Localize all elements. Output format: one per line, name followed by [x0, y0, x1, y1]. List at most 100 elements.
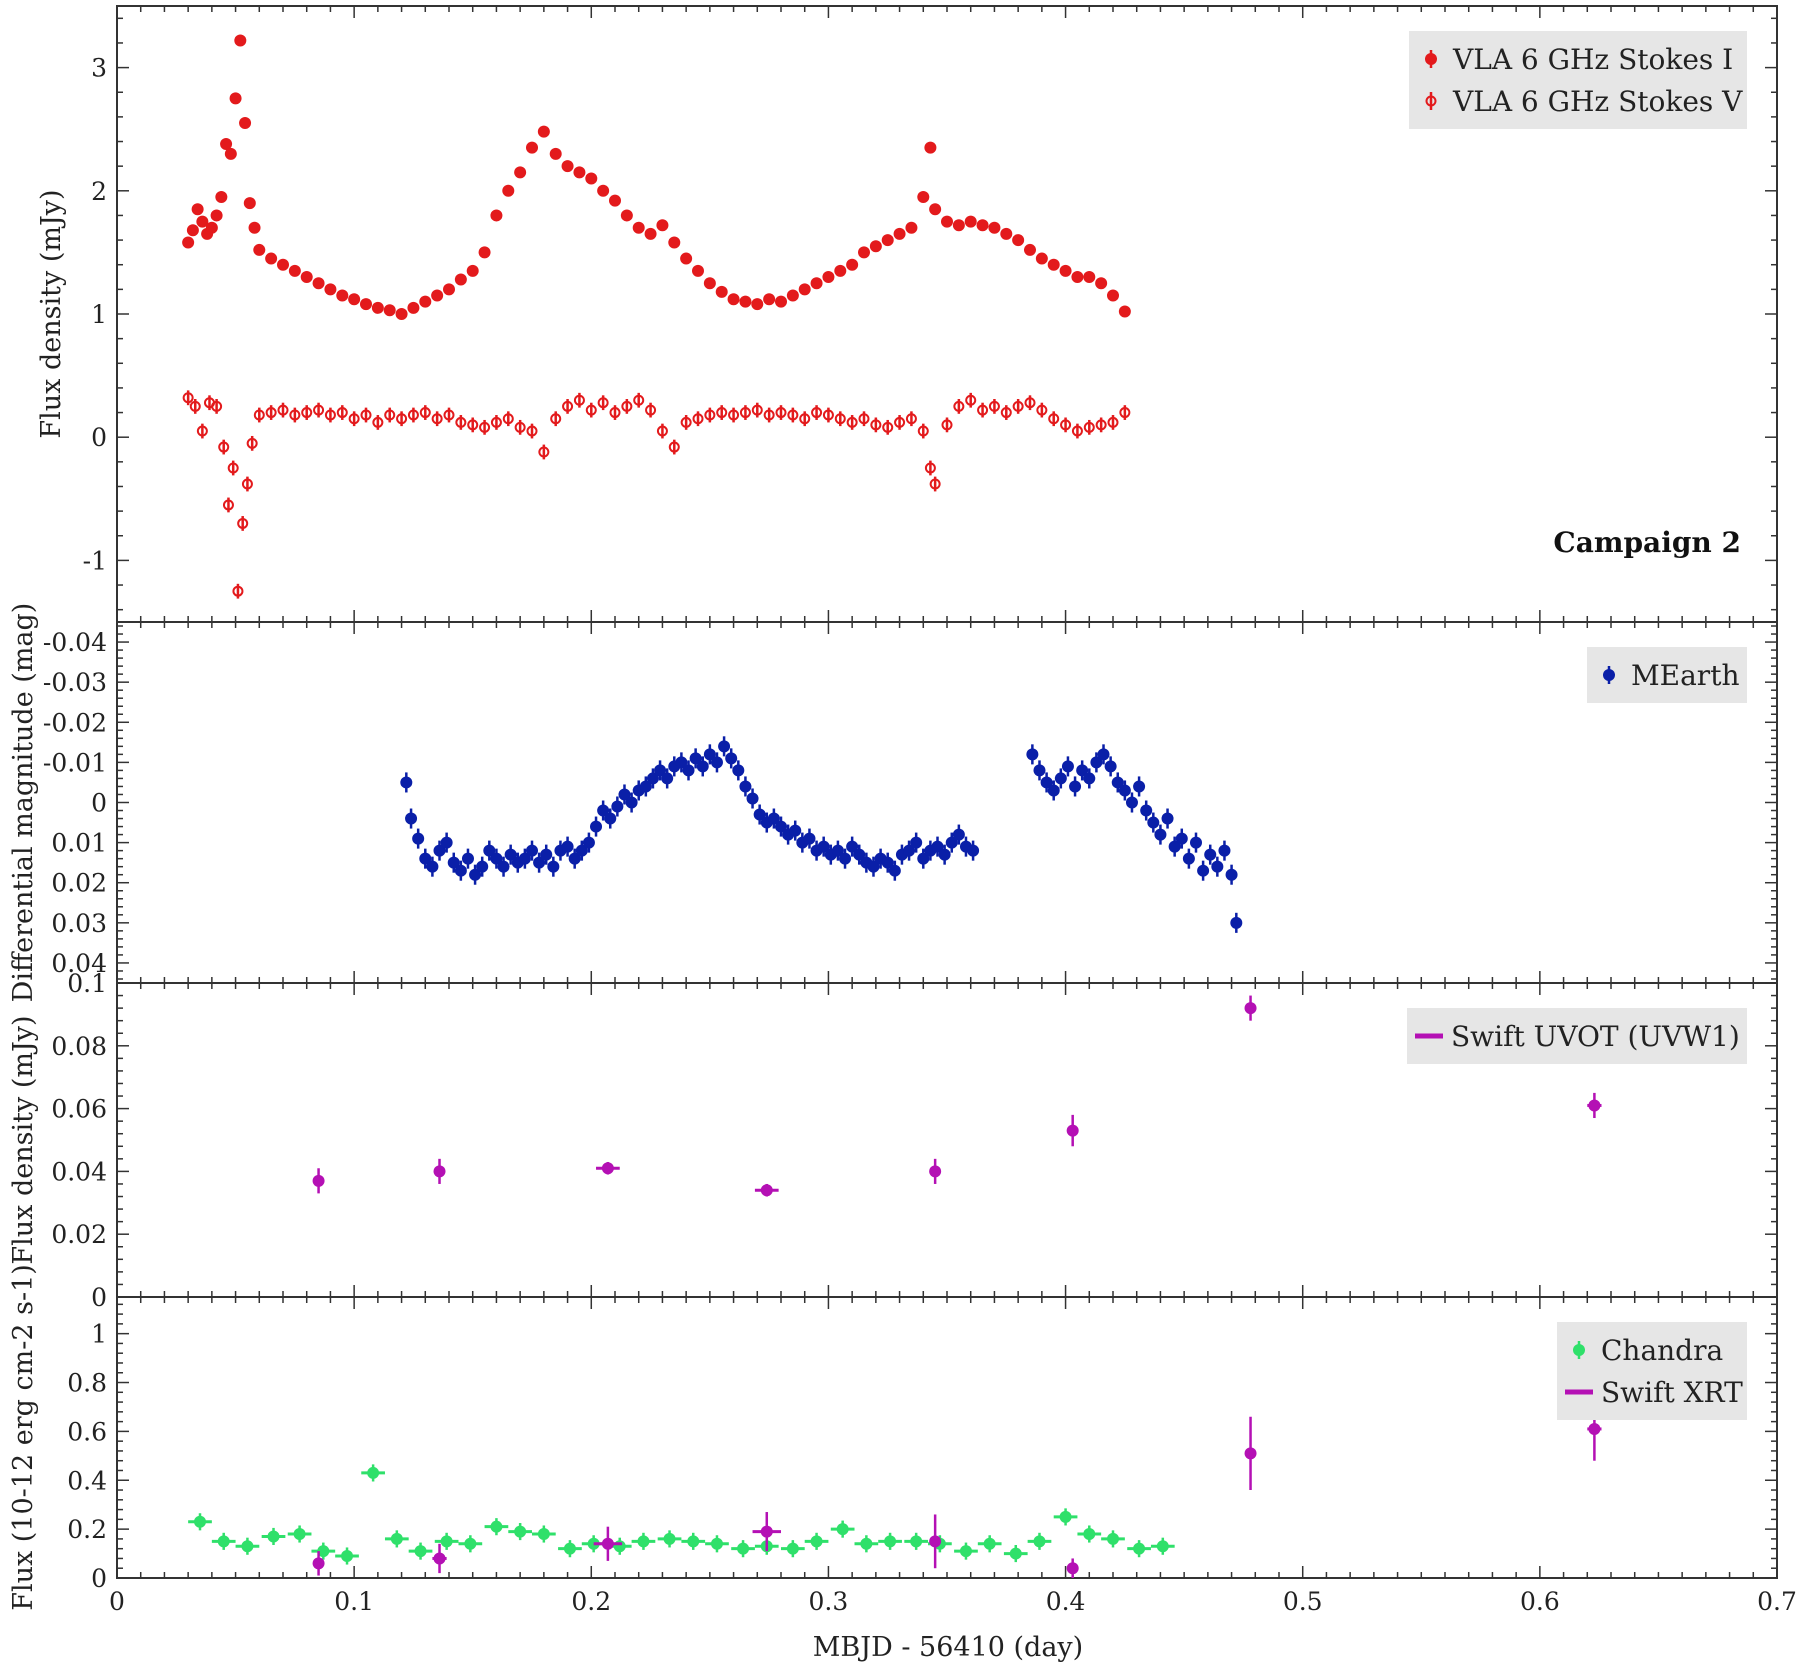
y-tick-label: -0.02 — [43, 708, 107, 737]
series-mearth — [400, 736, 1243, 933]
y-tick-label: 0.01 — [51, 829, 107, 858]
data-point — [469, 868, 482, 881]
data-point — [443, 409, 455, 421]
legend-marker — [1425, 95, 1437, 107]
y-tick-label: 0 — [91, 423, 107, 452]
data-point — [1090, 756, 1103, 769]
data-point — [1095, 277, 1108, 290]
data-point — [601, 1162, 614, 1175]
y-tick-label: -1 — [83, 546, 107, 575]
data-point — [336, 407, 348, 419]
legend: MEarth — [1587, 647, 1747, 703]
data-point — [869, 240, 882, 253]
data-point — [426, 860, 439, 873]
data-point — [582, 836, 595, 849]
data-point — [537, 125, 550, 138]
data-point — [1083, 772, 1096, 785]
y-tick-label: 1 — [91, 300, 107, 329]
x-tick-label: 0.1 — [334, 1587, 374, 1616]
data-point — [405, 812, 418, 825]
data-point — [929, 1165, 942, 1178]
data-point — [367, 1466, 380, 1479]
data-point — [222, 499, 234, 511]
data-point — [613, 1540, 626, 1553]
data-point — [1211, 860, 1224, 873]
data-point — [300, 271, 313, 284]
data-point — [1083, 1528, 1096, 1541]
data-point — [1588, 1099, 1601, 1112]
data-point — [1047, 258, 1060, 271]
data-point — [400, 776, 413, 789]
data-point — [917, 425, 929, 437]
data-point — [822, 271, 835, 284]
y-tick-label: -0.04 — [43, 628, 107, 657]
data-point — [910, 1535, 923, 1548]
data-point — [443, 283, 455, 296]
data-point — [1033, 1535, 1046, 1548]
data-point — [924, 462, 936, 474]
data-point — [277, 258, 289, 271]
data-point — [502, 184, 515, 197]
data-point — [964, 215, 977, 228]
data-point — [348, 293, 361, 306]
data-point — [229, 92, 242, 105]
data-point — [1033, 764, 1046, 777]
data-point — [645, 404, 657, 416]
series-swift-uvot-uvw1- — [312, 995, 1602, 1197]
data-point — [604, 812, 617, 825]
data-point — [903, 844, 916, 857]
data-point — [1156, 1540, 1169, 1553]
data-point — [461, 852, 474, 865]
legend-box — [1409, 31, 1747, 129]
data-point — [186, 224, 199, 237]
data-point — [550, 413, 562, 425]
data-point — [656, 425, 668, 437]
y-axis-title: Differential magnitude (mag) — [8, 603, 39, 1003]
data-point — [1182, 852, 1195, 865]
data-point — [414, 1545, 427, 1558]
data-point — [710, 1537, 723, 1550]
series-chandra — [188, 1464, 1175, 1565]
y-axis-title: Flux density (mJy) — [8, 1015, 39, 1264]
data-point — [910, 836, 923, 849]
data-point — [1083, 421, 1095, 433]
data-point — [533, 856, 546, 869]
data-point — [644, 227, 657, 240]
data-point — [739, 780, 752, 793]
series-vla-6-ghz-stokes-v — [182, 390, 1131, 599]
data-point — [217, 1535, 230, 1548]
data-point — [526, 141, 538, 154]
legend: Chandra Swift XRT — [1557, 1322, 1747, 1420]
legend-label: VLA 6 GHz Stokes I — [1452, 43, 1733, 76]
data-point — [882, 421, 894, 433]
data-point — [1107, 1532, 1119, 1545]
data-point — [654, 764, 667, 777]
data-point — [763, 409, 775, 421]
data-point — [1071, 425, 1083, 437]
data-point — [454, 864, 467, 877]
data-point — [967, 844, 980, 857]
data-point — [1047, 784, 1060, 797]
data-point — [440, 1535, 453, 1548]
data-point — [938, 848, 951, 861]
data-point — [312, 277, 325, 290]
data-point — [810, 1535, 823, 1548]
y-tick-label: 0.06 — [51, 1095, 107, 1124]
data-point — [1107, 416, 1119, 428]
data-point — [1204, 848, 1217, 861]
data-point — [1118, 784, 1131, 797]
data-point — [618, 788, 631, 801]
data-point — [1012, 234, 1025, 247]
x-axis-title: MBJD - 56410 (day) — [813, 1632, 1083, 1663]
data-point — [561, 160, 574, 173]
data-point — [336, 289, 349, 302]
y-tick-label: 0.2 — [67, 1515, 107, 1544]
data-point — [1107, 289, 1119, 302]
data-point — [1125, 796, 1138, 809]
data-point — [514, 421, 526, 433]
data-point — [881, 234, 894, 247]
data-point — [739, 407, 751, 419]
data-point — [1147, 816, 1160, 829]
data-point — [585, 404, 597, 416]
y-tick-label: 2 — [91, 177, 107, 206]
